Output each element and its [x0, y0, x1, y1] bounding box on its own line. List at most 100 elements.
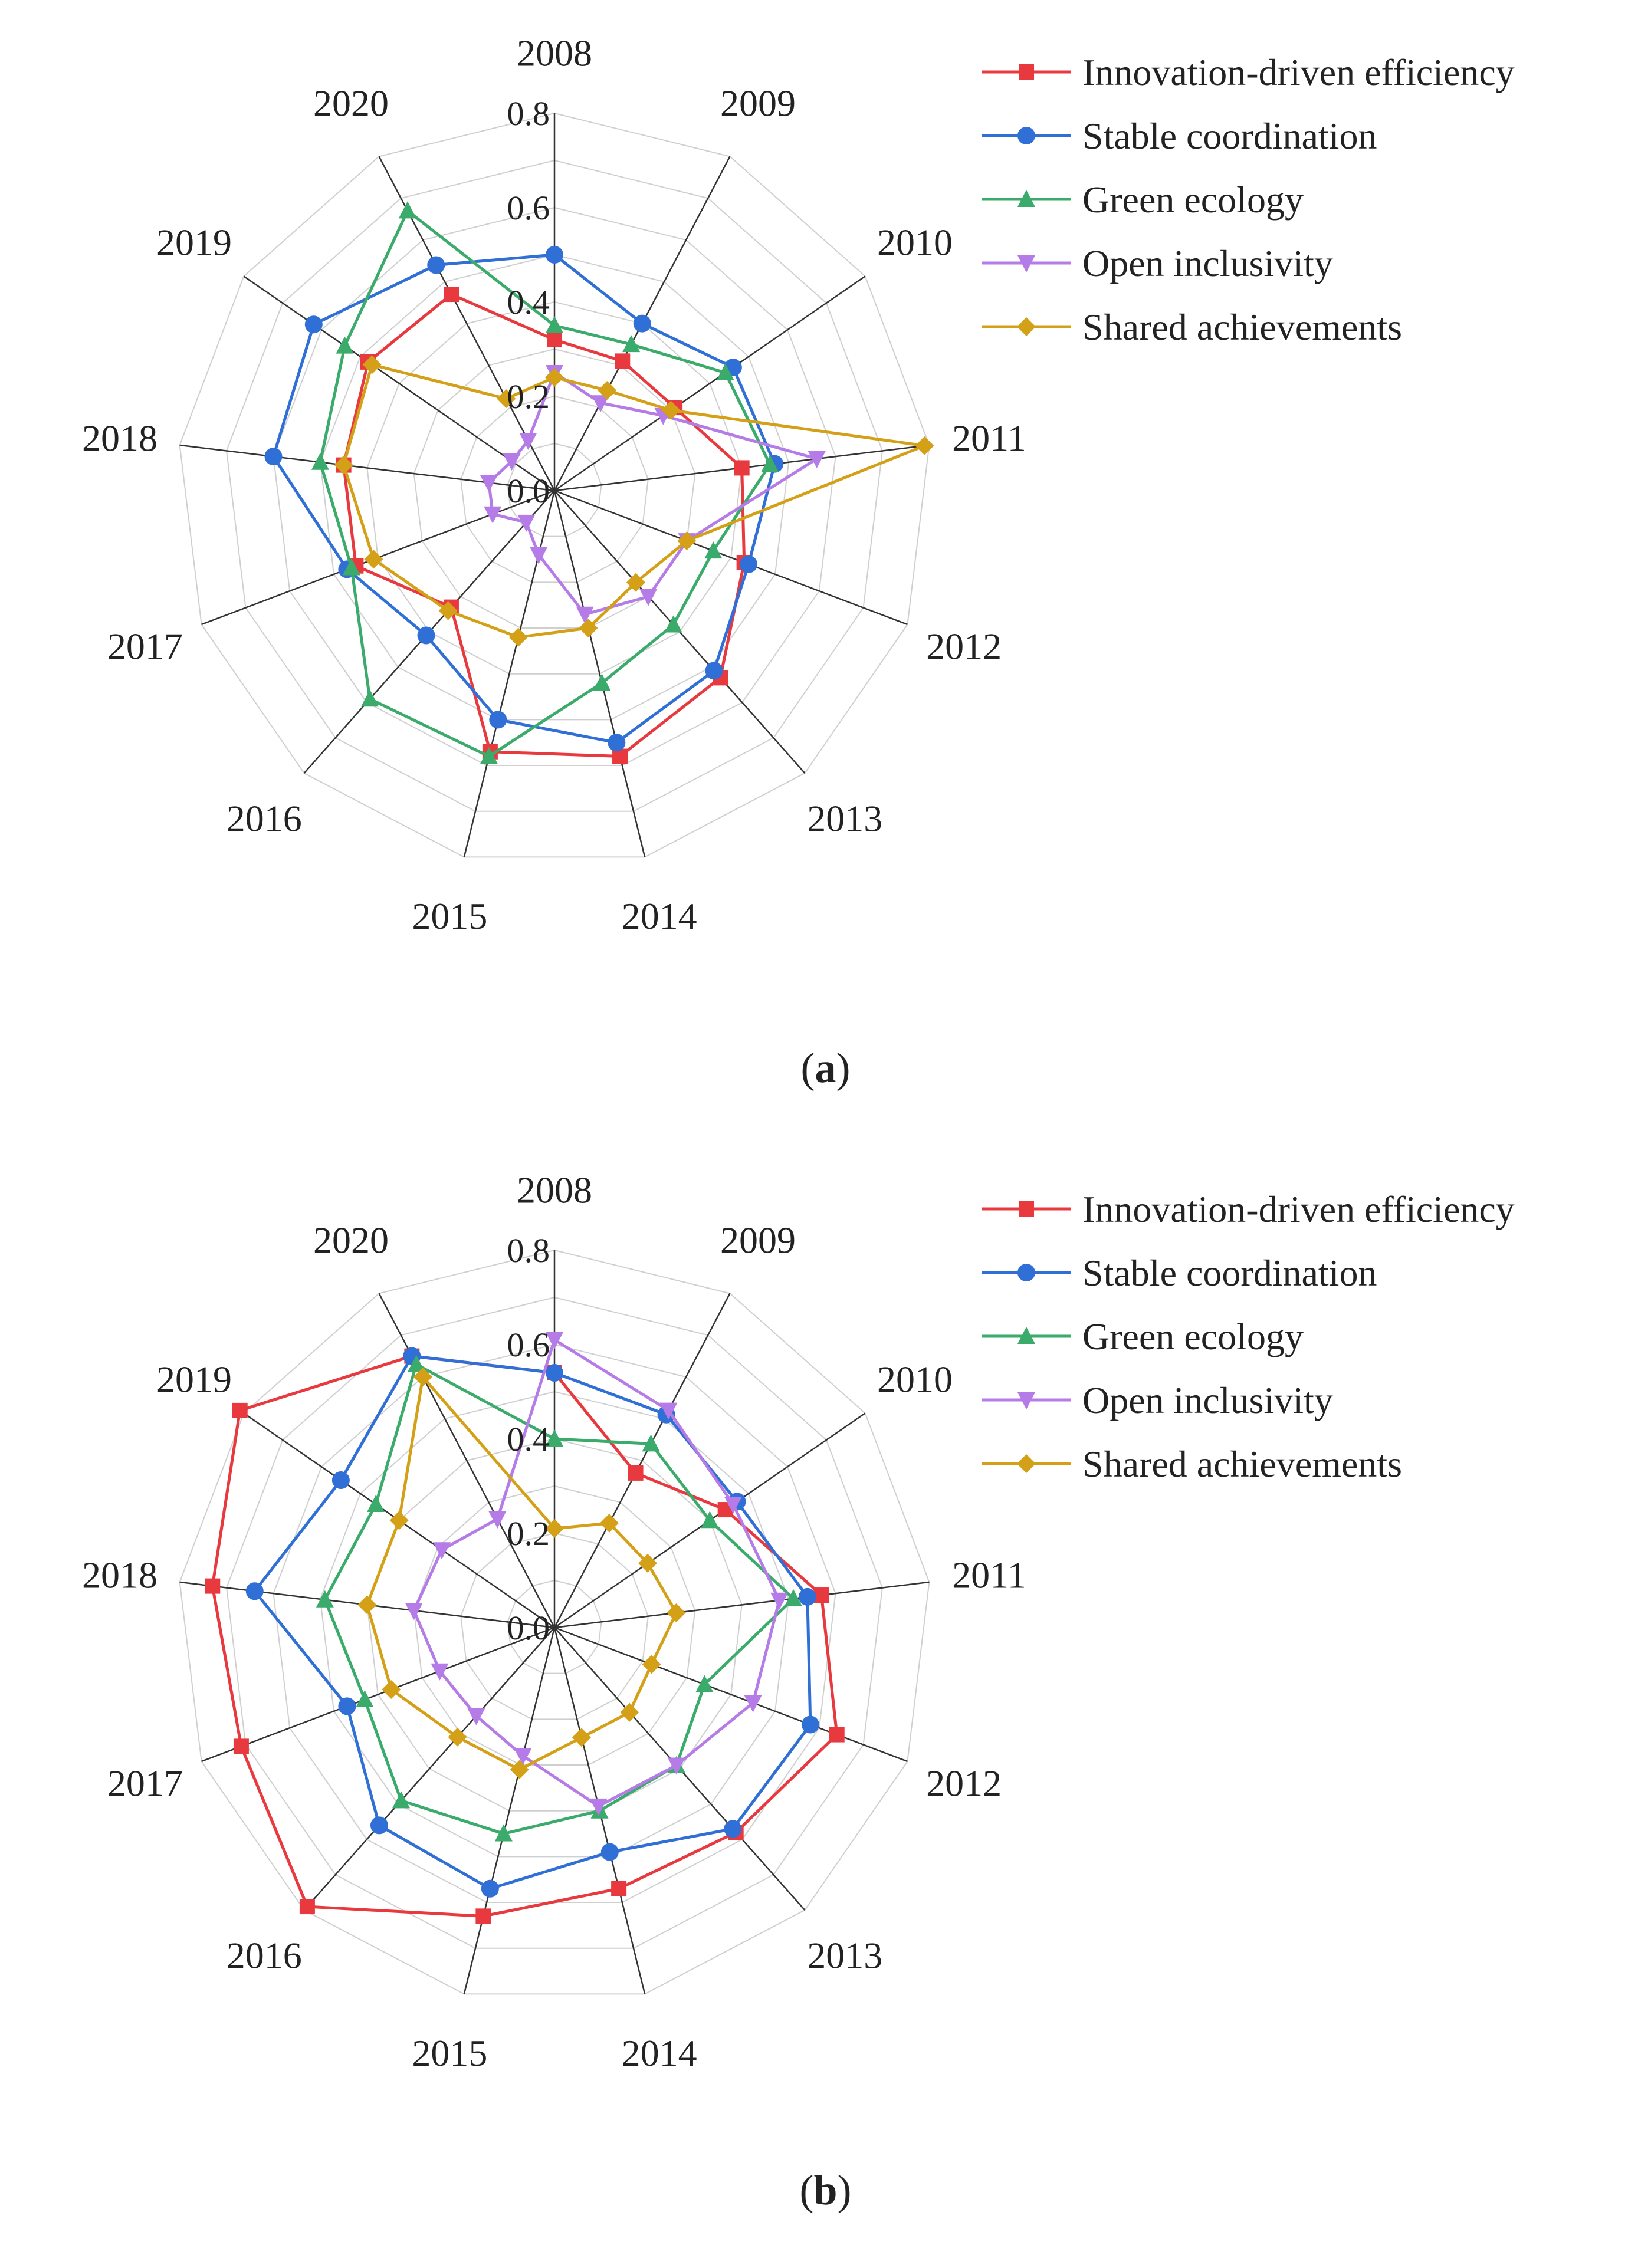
point-green-ecology-2020	[398, 201, 416, 219]
point-green-ecology-2014	[593, 673, 611, 691]
point-stable-coordination-2016	[417, 626, 435, 645]
grid-ring	[507, 1579, 602, 1674]
point-shared-achievements-2014	[579, 619, 598, 638]
point-open-inclusivity-2020	[519, 432, 537, 450]
series-line-green-ecology	[323, 1362, 796, 1836]
point-open-inclusivity-2016	[517, 514, 536, 532]
point-stable-coordination-2016	[370, 1816, 388, 1835]
point-innovation-driven-efficiency-2016	[299, 1899, 315, 1915]
legend-marker-green-ecology	[1017, 1327, 1035, 1344]
point-green-ecology-2009	[622, 335, 641, 353]
tick-label-0.4: 0.4	[507, 1420, 550, 1458]
legend-marker-open-inclusivity	[1017, 1392, 1035, 1409]
point-open-inclusivity-2013	[667, 1757, 685, 1775]
point-green-ecology-2010	[701, 1511, 719, 1529]
point-green-ecology-2010	[716, 363, 734, 381]
grid-ring	[460, 1532, 649, 1720]
series-line-stable-coordination	[252, 1354, 812, 1891]
tick-label-0.4: 0.4	[507, 283, 550, 321]
category-label-2008: 2008	[517, 1169, 592, 1211]
point-innovation-driven-efficiency-2018	[205, 1578, 221, 1594]
point-stable-coordination-2019	[304, 315, 323, 334]
point-shared-achievements-2016	[448, 1727, 467, 1747]
point-green-ecology-2011	[785, 1589, 803, 1606]
point-stable-coordination-2015	[481, 1879, 499, 1898]
point-stable-coordination-2013	[705, 662, 723, 680]
axis-spoke-2014	[553, 490, 646, 857]
grid-ring	[179, 112, 930, 858]
tick-label-0.0: 0.0	[507, 472, 550, 510]
point-shared-achievements-2009	[598, 380, 617, 400]
series-stable-coordination	[245, 1347, 819, 1898]
category-label-2020: 2020	[313, 1220, 389, 1261]
point-open-inclusivity-2015	[530, 547, 548, 564]
legend-item-stable-coordination: Stable coordination	[982, 115, 1377, 157]
panel-caption-a: (a)	[800, 1044, 851, 1092]
radar-panel-a: 2008 2009 2010 2011 2012 2013 2014 2015 2016 2017…	[82, 32, 1515, 1092]
point-shared-achievements-2011	[667, 1603, 686, 1622]
point-innovation-driven-efficiency-2015	[475, 1908, 491, 1924]
point-stable-coordination-2011	[798, 1587, 816, 1606]
series-line-open-inclusivity	[412, 1337, 781, 1808]
point-stable-coordination-2018	[264, 448, 283, 466]
tick-label-0.6: 0.6	[507, 1326, 550, 1364]
point-shared-achievements-2012	[677, 531, 697, 551]
point-green-ecology-2016	[392, 1791, 411, 1809]
point-green-ecology-2012	[704, 541, 723, 559]
axis-spoke-2016	[303, 1627, 555, 1911]
grid-ring	[507, 442, 602, 537]
point-open-inclusivity-2014	[589, 1798, 608, 1816]
legend: Innovation-driven efficiency Stable coord…	[982, 1188, 1515, 1485]
point-innovation-driven-efficiency-2012	[829, 1727, 845, 1743]
category-label-2014: 2014	[622, 895, 697, 937]
category-label-2016: 2016	[227, 1935, 302, 1977]
radar-grid	[179, 1249, 930, 1995]
point-shared-achievements-2014	[572, 1728, 591, 1747]
series-open-inclusivity	[405, 1332, 789, 1816]
radar-chart-a: 2008 2009 2010 2011 2012 2013 2014 2015 2016 2017…	[82, 32, 1515, 937]
tick-label-0.2: 0.2	[507, 377, 550, 416]
legend-marker-stable-coordination	[1017, 1264, 1035, 1281]
category-label-2010: 2010	[877, 1358, 953, 1400]
axis-spoke-2009	[553, 1293, 731, 1628]
category-label-2008: 2008	[517, 32, 592, 74]
grid-ring	[319, 254, 790, 721]
series-innovation-driven-efficiency	[336, 287, 752, 764]
point-stable-coordination-2008	[546, 1364, 563, 1382]
legend-marker-stable-coordination	[1017, 127, 1035, 144]
legend-item-innovation-driven-efficiency: Innovation-driven efficiency	[982, 1188, 1515, 1230]
category-label-2009: 2009	[720, 83, 796, 124]
axis-spoke-2010	[554, 275, 866, 492]
legend-label-innovation-driven-efficiency: Innovation-driven efficiency	[1082, 1188, 1515, 1230]
grid-ring	[273, 206, 836, 767]
point-green-ecology-2015	[494, 1824, 513, 1842]
point-open-inclusivity-2015	[514, 1748, 532, 1766]
tick-label-0.2: 0.2	[507, 1514, 550, 1553]
point-green-ecology-2011	[761, 455, 779, 472]
point-stable-coordination-2009	[633, 314, 651, 333]
legend-item-open-inclusivity: Open inclusivity	[982, 242, 1333, 284]
point-shared-achievements-2017	[382, 1679, 401, 1699]
series-line-green-ecology	[319, 208, 772, 758]
point-stable-coordination-2014	[608, 734, 626, 752]
panel-caption-b: (b)	[799, 2167, 852, 2214]
point-green-ecology-2020	[407, 1355, 425, 1372]
point-stable-coordination-2012	[801, 1715, 819, 1734]
point-open-inclusivity-2019	[433, 1542, 451, 1560]
series-green-ecology	[311, 201, 779, 764]
point-green-ecology-2008	[546, 316, 563, 333]
category-label-2018: 2018	[82, 1554, 157, 1596]
category-label-2011: 2011	[952, 1554, 1026, 1596]
category-label-2012: 2012	[926, 1762, 1002, 1804]
point-shared-achievements-2009	[599, 1513, 619, 1533]
legend-marker-innovation-driven-efficiency	[1019, 64, 1034, 80]
point-green-ecology-2019	[336, 336, 354, 354]
category-label-2013: 2013	[807, 798, 882, 840]
category-label-2020: 2020	[313, 83, 389, 124]
point-stable-coordination-2019	[331, 1471, 350, 1490]
tick-label-0.6: 0.6	[507, 189, 550, 227]
point-shared-achievements-2012	[642, 1655, 661, 1674]
legend-item-open-inclusivity: Open inclusivity	[982, 1379, 1333, 1421]
point-green-ecology-2017	[356, 1690, 374, 1707]
point-open-inclusivity-2010	[724, 1496, 742, 1514]
